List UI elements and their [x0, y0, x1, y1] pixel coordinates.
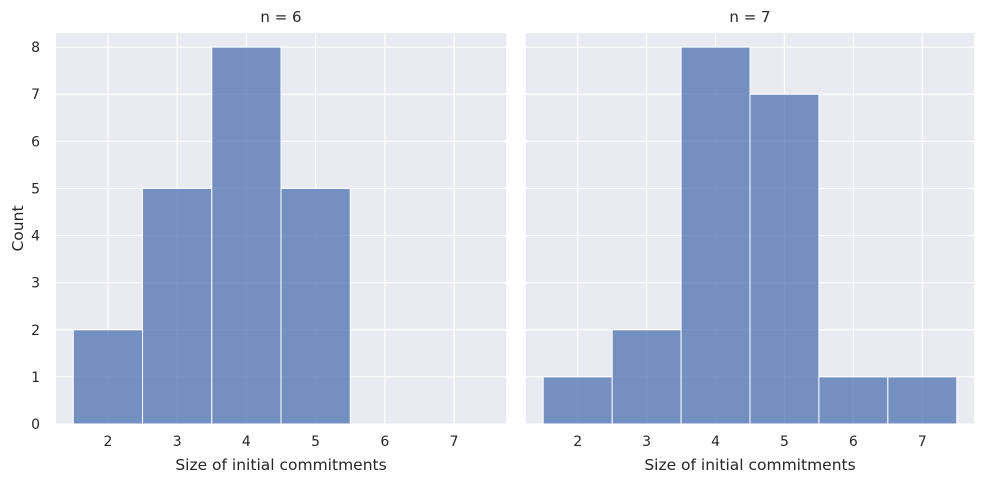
x-tick-label: 3 — [173, 434, 182, 450]
bar-size-3 — [611, 329, 682, 425]
y-tick-label: 4 — [31, 229, 40, 245]
bar-size-7 — [887, 376, 958, 425]
bar-size-4 — [211, 46, 282, 425]
x-tick-label: 4 — [242, 434, 251, 450]
bar-size-6 — [818, 376, 889, 425]
bar-size-5 — [280, 187, 351, 425]
panel-n7: 2 3 4 5 6 7 n = 7 Size of initial commitments — [526, 8, 974, 474]
x-tick-label: 6 — [380, 434, 389, 450]
y-tick-label: 1 — [31, 370, 40, 386]
x-tick-label: 6 — [849, 434, 858, 450]
x-tick-label: 5 — [311, 434, 320, 450]
y-tick-label: 7 — [31, 87, 40, 103]
y-tick-label: 2 — [31, 323, 40, 339]
bar-size-2 — [72, 329, 144, 425]
x-tick-label: 7 — [918, 434, 927, 450]
y-tick-label: 0 — [31, 417, 40, 433]
panel-n6: 2 3 4 5 6 7 0 1 2 3 4 5 6 7 8 n = 6 Size of initial comm… — [9, 8, 506, 474]
x-tick-label: 3 — [642, 434, 651, 450]
panel-title: n = 7 — [729, 8, 770, 26]
y-tick-label: 5 — [31, 181, 40, 197]
x-tick-label: 7 — [450, 434, 459, 450]
y-tick-label: 6 — [31, 134, 40, 150]
x-tick-label: 2 — [103, 434, 112, 450]
bar-size-3 — [142, 187, 213, 425]
x-tick-label: 5 — [780, 434, 789, 450]
x-axis-label: Size of initial commitments — [644, 456, 855, 474]
x-tick-label: 2 — [573, 434, 582, 450]
bar-size-4 — [680, 46, 751, 425]
y-tick-label: 3 — [31, 276, 40, 292]
panel-title: n = 6 — [260, 8, 301, 26]
y-axis-label: Count — [9, 205, 27, 251]
x-axis-label: Size of initial commitments — [175, 456, 386, 474]
x-tick-label: 4 — [711, 434, 720, 450]
y-tick-label: 8 — [31, 40, 40, 56]
bar-size-5 — [749, 93, 820, 425]
bar-size-2 — [542, 376, 613, 425]
